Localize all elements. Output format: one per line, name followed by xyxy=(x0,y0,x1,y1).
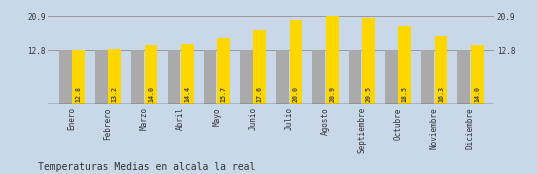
Bar xyxy=(471,45,483,104)
Text: 20.5: 20.5 xyxy=(366,86,372,102)
Bar xyxy=(72,50,85,104)
Text: 20.9: 20.9 xyxy=(329,86,335,102)
Text: Temperaturas Medias en alcala la real: Temperaturas Medias en alcala la real xyxy=(38,162,255,172)
Bar xyxy=(253,30,266,104)
Bar xyxy=(108,49,121,104)
Bar xyxy=(168,50,180,104)
Bar xyxy=(59,50,71,104)
Bar xyxy=(421,50,434,104)
Bar xyxy=(144,45,157,104)
Text: 14.0: 14.0 xyxy=(148,86,154,102)
Text: 16.3: 16.3 xyxy=(438,86,444,102)
Text: 14.4: 14.4 xyxy=(184,86,190,102)
Text: 20.0: 20.0 xyxy=(293,86,299,102)
Bar xyxy=(240,50,253,104)
Bar xyxy=(385,50,398,104)
Text: 13.2: 13.2 xyxy=(112,86,118,102)
Bar xyxy=(362,18,375,104)
Text: 15.7: 15.7 xyxy=(221,86,227,102)
Text: 12.8: 12.8 xyxy=(76,86,82,102)
Bar xyxy=(289,20,302,104)
Text: 14.0: 14.0 xyxy=(474,86,480,102)
Bar xyxy=(132,50,144,104)
Bar xyxy=(95,50,108,104)
Text: 18.5: 18.5 xyxy=(402,86,408,102)
Bar xyxy=(458,50,470,104)
Bar xyxy=(434,36,447,104)
Bar xyxy=(313,50,325,104)
Bar xyxy=(398,26,411,104)
Bar xyxy=(326,16,339,104)
Bar xyxy=(349,50,361,104)
Text: 17.6: 17.6 xyxy=(257,86,263,102)
Bar xyxy=(276,50,289,104)
Bar xyxy=(181,44,194,104)
Bar xyxy=(217,38,230,104)
Bar xyxy=(204,50,216,104)
